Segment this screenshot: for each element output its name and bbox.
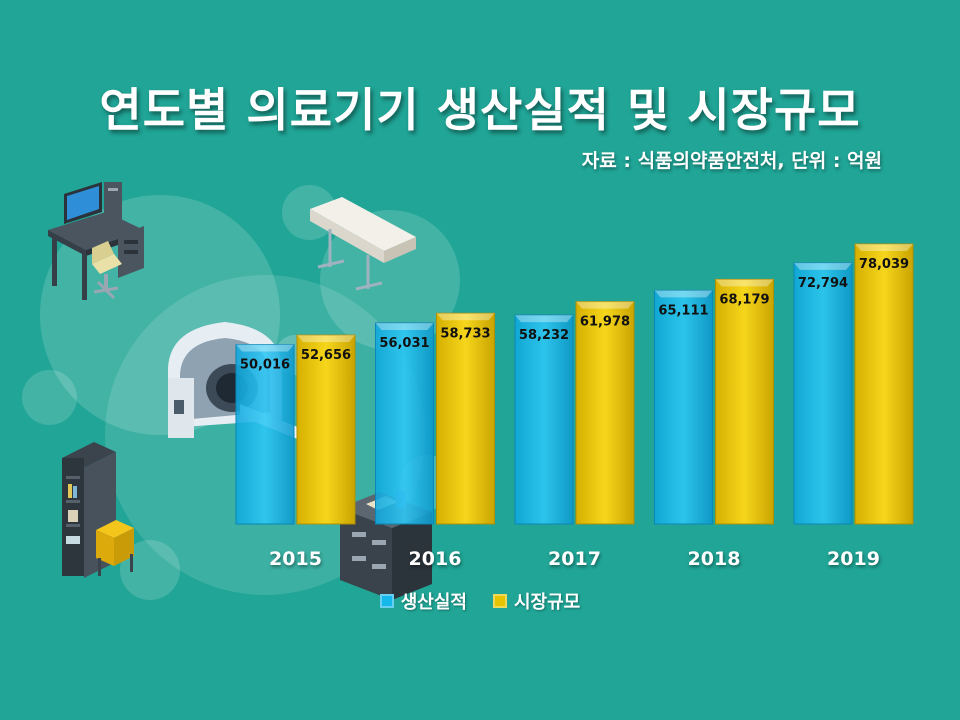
bar-bevel-market-2018 <box>715 279 774 287</box>
bar-production-2018 <box>654 289 713 525</box>
legend-label-market: 시장규모 <box>514 592 581 613</box>
bar-bevel-production-2018 <box>654 290 713 298</box>
bar-bevel-production-2016 <box>375 322 434 330</box>
bar-bevel-market-2019 <box>855 244 913 251</box>
page-title: 연도별 의료기기 생산실적 및 시장규모 <box>99 83 861 137</box>
bar-bevel-production-2015 <box>236 344 294 352</box>
data-label-production-2017: 58,232 <box>519 328 569 343</box>
x-tick-label-2016: 2016 <box>409 548 462 570</box>
bar-production-2015 <box>235 344 295 525</box>
computer-desk-icon <box>48 182 144 300</box>
data-label-market-2018: 68,179 <box>719 292 769 307</box>
exam-table-icon <box>310 197 416 291</box>
bar-bevel-production-2017 <box>515 315 573 323</box>
data-label-market-2015: 52,656 <box>301 348 351 363</box>
legend-item-market: 시장규모 <box>493 588 580 614</box>
bar-bevel-market-2016 <box>436 313 495 321</box>
bookshelf-icon <box>62 442 134 578</box>
bar-bevel-market-2015 <box>297 335 355 343</box>
bar-market-2015 <box>296 334 356 525</box>
data-label-production-2015: 50,016 <box>240 358 290 373</box>
data-label-market-2016: 58,733 <box>440 326 490 341</box>
file-cabinet-icon <box>340 490 432 600</box>
bar-bevel-market-2017 <box>576 301 634 309</box>
x-tick-label-2017: 2017 <box>548 548 601 570</box>
bar-production-2019 <box>793 262 853 525</box>
background-bubble <box>22 370 77 425</box>
x-tick-label-2019: 2019 <box>827 548 880 570</box>
data-label-production-2016: 56,031 <box>379 336 429 351</box>
legend-swatch-market <box>493 594 507 608</box>
bar-production-2016 <box>375 322 434 525</box>
legend-item-production: 생산실적 <box>379 588 467 614</box>
source-note: 자료 : 식품의약품안전처, 단위 : 억원 <box>581 150 882 172</box>
chart-legend: 생산실적 시장규모 <box>0 588 960 614</box>
legend-label-production: 생산실적 <box>400 592 467 613</box>
bar-bevel-production-2019 <box>794 262 852 270</box>
bar-production-2017 <box>514 314 574 525</box>
x-tick-label-2018: 2018 <box>688 548 741 570</box>
bar-market-2018 <box>715 278 774 525</box>
data-label-market-2019: 78,039 <box>859 257 909 272</box>
data-label-production-2018: 65,111 <box>658 303 708 318</box>
data-label-production-2019: 72,794 <box>798 276 848 291</box>
legend-swatch-production <box>379 594 394 608</box>
data-label-market-2017: 61,978 <box>580 315 630 330</box>
bar-market-2017 <box>575 301 635 525</box>
x-tick-label-2015: 2015 <box>269 548 322 570</box>
bar-market-2016 <box>436 312 495 525</box>
bar-market-2019 <box>854 243 914 525</box>
